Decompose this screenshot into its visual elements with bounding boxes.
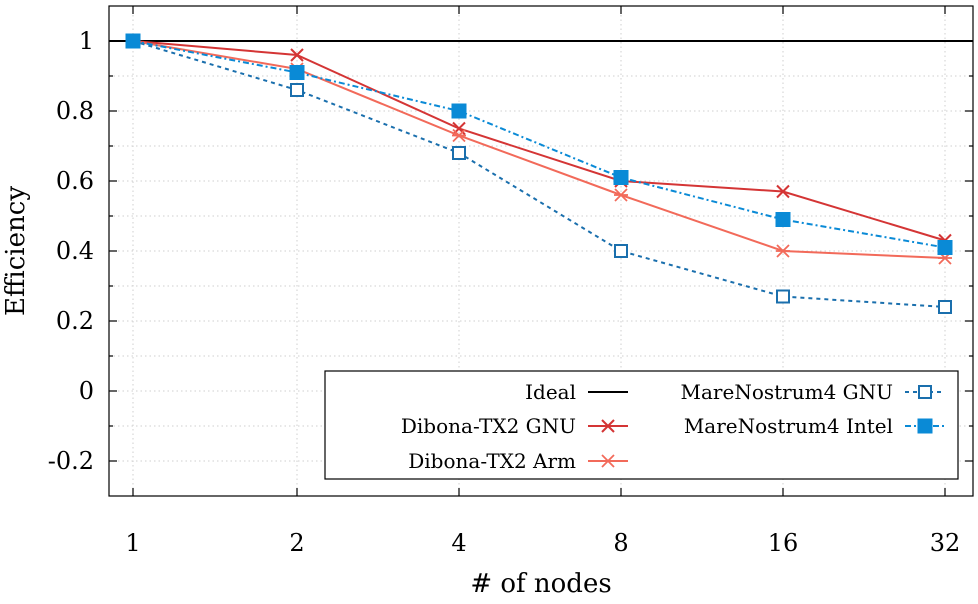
axis-ticks: 1 2 4 8 16 32 -0.2 0 0.2 0.4 0.6 0.8 1 (48, 6, 973, 557)
marker-filled-square (937, 240, 953, 255)
series-line (132, 40, 946, 259)
y-tick-label: 1 (79, 27, 94, 55)
marker-filled-square (917, 418, 933, 434)
marker-filled-square (451, 103, 467, 119)
y-tick-label: 0 (79, 377, 94, 405)
series-line (132, 40, 946, 242)
marker-star (601, 454, 615, 468)
legend-item: MareNostrum4 GNU (681, 380, 945, 404)
marker-filled-square (289, 65, 305, 80)
marker-open-square (290, 83, 304, 97)
y-tick-label: -0.2 (48, 447, 94, 475)
series-dibona-tx2-gnu (126, 34, 952, 248)
marker-open-square (614, 244, 628, 258)
series-marenostrum4-intel (125, 33, 953, 255)
legend-item: Dibona-TX2 GNU (401, 414, 628, 438)
y-axis-label: Efficiency (1, 186, 31, 316)
x-tick-label: 4 (451, 529, 466, 557)
marker-stroke (290, 48, 304, 62)
marker-star (452, 128, 466, 143)
marker-star (614, 188, 628, 202)
series-dibona-tx2-arm (126, 34, 952, 265)
legend-item: Ideal (525, 380, 628, 404)
marker-open-square (938, 300, 952, 314)
marker-stroke (776, 184, 790, 199)
marker-filled-square (775, 212, 791, 227)
x-tick-label: 2 (289, 529, 304, 557)
marker-x (290, 48, 304, 62)
legend-label: Dibona-TX2 GNU (401, 414, 576, 438)
marker-filled-square (125, 33, 141, 49)
marker-open-square (776, 289, 790, 304)
legend-item: Dibona-TX2 Arm (408, 449, 628, 473)
marker-open-square (452, 146, 466, 160)
x-tick-label: 16 (768, 529, 799, 557)
marker-star (776, 244, 790, 258)
legend-item: MareNostrum4 Intel (684, 414, 945, 438)
legend-label: Ideal (525, 380, 576, 404)
marker-filled-square (613, 170, 629, 185)
x-tick-label: 8 (613, 529, 628, 557)
marker-x (776, 184, 790, 199)
x-axis-label: # of nodes (470, 569, 611, 599)
y-tick-label: 0.8 (56, 97, 94, 125)
x-tick-label: 32 (930, 529, 961, 557)
series-line (132, 40, 946, 308)
marker-stroke (601, 419, 615, 433)
series-layer (109, 33, 973, 314)
x-tick-label: 1 (125, 529, 140, 557)
y-tick-label: 0.6 (56, 167, 94, 195)
legend-label: MareNostrum4 Intel (684, 414, 893, 438)
legend-label: MareNostrum4 GNU (681, 380, 893, 404)
legend-label: Dibona-TX2 Arm (408, 449, 576, 473)
marker-open-square (918, 385, 932, 399)
y-tick-label: 0.4 (56, 237, 94, 265)
legend-box (324, 370, 959, 480)
legend: Ideal Dibona-TX2 GNU Dibona-TX2 Arm MareNos… (324, 370, 959, 480)
y-tick-label: 0.2 (56, 307, 94, 335)
series-line (132, 40, 946, 249)
marker-x (601, 419, 615, 433)
series-marenostrum4-gnu (126, 34, 952, 314)
